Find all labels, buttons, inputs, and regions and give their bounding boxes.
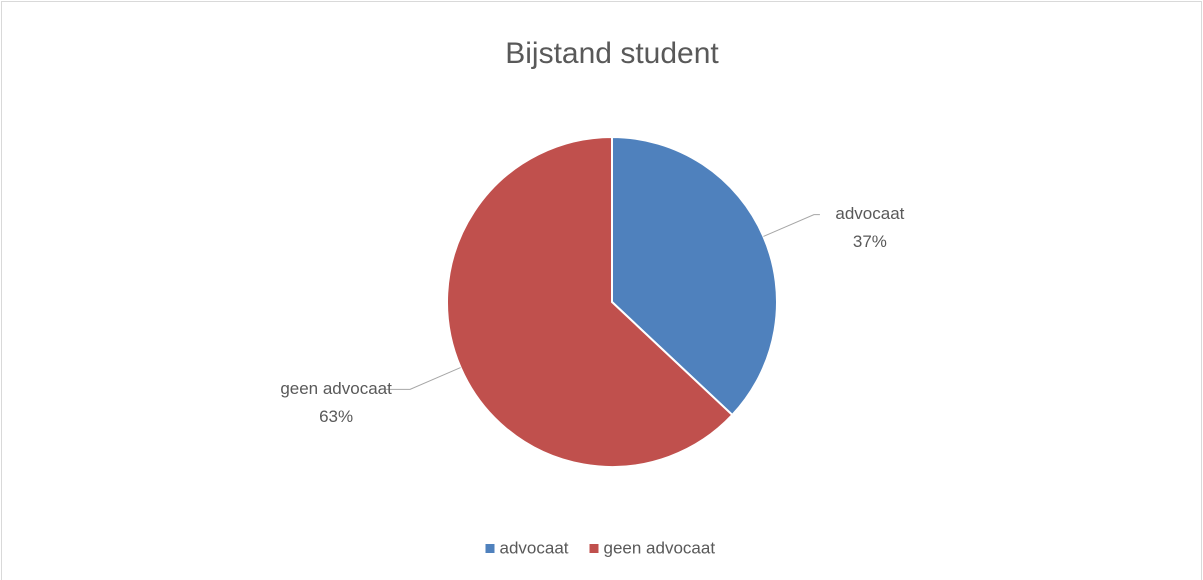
legend-swatch bbox=[589, 544, 599, 553]
data-label-value: 63% bbox=[319, 407, 353, 426]
data-label-name: advocaat bbox=[835, 204, 904, 223]
leader-line bbox=[763, 214, 820, 237]
legend-label: geen advocaat bbox=[604, 538, 716, 557]
chart-title: Bijstand student bbox=[505, 37, 719, 70]
legend-label: advocaat bbox=[500, 538, 569, 557]
pie-slice bbox=[611, 135, 778, 417]
legend-swatch bbox=[485, 544, 495, 553]
leader-line bbox=[386, 367, 461, 390]
data-label-value: 37% bbox=[853, 232, 887, 251]
data-label-name: geen advocaat bbox=[280, 379, 392, 398]
